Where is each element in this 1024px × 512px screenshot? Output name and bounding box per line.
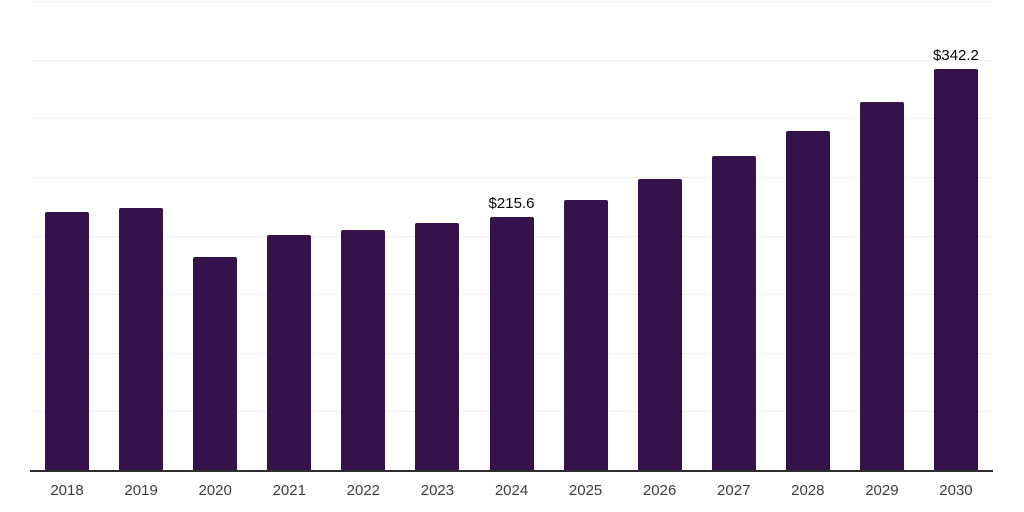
bar-cell-2024: $215.6 xyxy=(474,1,548,470)
x-tick-label-2023: 2023 xyxy=(420,482,455,499)
bar-cell-2021 xyxy=(252,1,326,470)
bar-cell-2026 xyxy=(623,1,697,470)
x-tick-label-2022: 2022 xyxy=(346,482,381,499)
x-tick-label-2026: 2026 xyxy=(642,482,677,499)
x-tick-label-2018: 2018 xyxy=(50,482,84,499)
x-tick-label-2021: 2021 xyxy=(272,482,306,499)
x-tick-label-2019: 2019 xyxy=(124,482,158,499)
bar-cell-2018 xyxy=(30,1,104,470)
bar-value-label-2030: $342.2 xyxy=(933,46,979,64)
bar-2028 xyxy=(785,130,830,470)
bar-2022 xyxy=(341,229,386,470)
bar-cell-2029 xyxy=(845,1,919,470)
x-tick-label-2030: 2030 xyxy=(939,482,973,499)
bar-2018 xyxy=(45,212,90,470)
bar-cell-2020 xyxy=(178,1,252,470)
bar-2020 xyxy=(193,257,238,470)
x-tick-label-2020: 2020 xyxy=(198,482,232,499)
x-tick-label-2029: 2029 xyxy=(865,482,899,499)
bar-cell-2027 xyxy=(697,1,771,470)
bar-2023 xyxy=(415,223,460,470)
bar-cell-2030: $342.2 xyxy=(919,1,993,470)
bar-value-label-2024: $215.6 xyxy=(488,195,535,213)
bar-2029 xyxy=(859,101,904,470)
gridline-250 xyxy=(30,176,993,178)
bar-2026 xyxy=(637,179,682,470)
x-tick-label-2025: 2025 xyxy=(568,482,603,499)
bar-cell-2023 xyxy=(400,1,474,470)
bar-cell-2025 xyxy=(549,1,623,470)
bar-2019 xyxy=(119,208,164,470)
bar-cell-2028 xyxy=(771,1,845,470)
bar-cell-2019 xyxy=(104,1,178,470)
x-axis: 2018 2019 2020 2021 2022 2023 2024 2025 2026 2027… xyxy=(30,480,993,501)
gridline-350 xyxy=(30,59,993,61)
bar-2021 xyxy=(267,234,312,470)
gridline-300 xyxy=(30,118,993,120)
gridline-400 xyxy=(30,1,993,2)
bars-row: $215.6 $342.2 xyxy=(30,1,993,470)
bar-2024 xyxy=(489,217,534,470)
plot-area: $215.6 $342.2 xyxy=(30,1,993,472)
x-tick-label-2024: 2024 xyxy=(494,482,529,499)
bar-2025 xyxy=(563,200,608,470)
x-tick-label-2028: 2028 xyxy=(791,482,825,499)
bar-2030 xyxy=(933,68,978,470)
x-tick-label-2027: 2027 xyxy=(717,482,751,499)
bar-2027 xyxy=(711,155,756,470)
bar-cell-2022 xyxy=(326,1,400,470)
